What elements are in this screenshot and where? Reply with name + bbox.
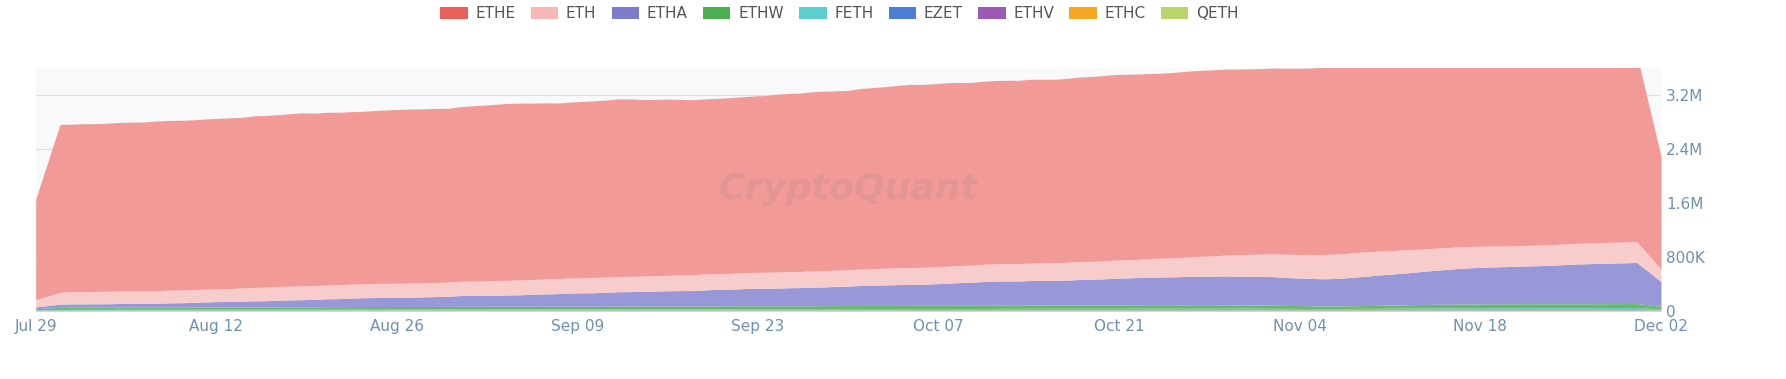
Text: CryptoQuant: CryptoQuant xyxy=(718,172,979,207)
Legend: ETHE, ETH, ETHA, ETHW, FETH, EZET, ETHV, ETHC, QETH: ETHE, ETH, ETHA, ETHW, FETH, EZET, ETHV,… xyxy=(434,0,1245,27)
